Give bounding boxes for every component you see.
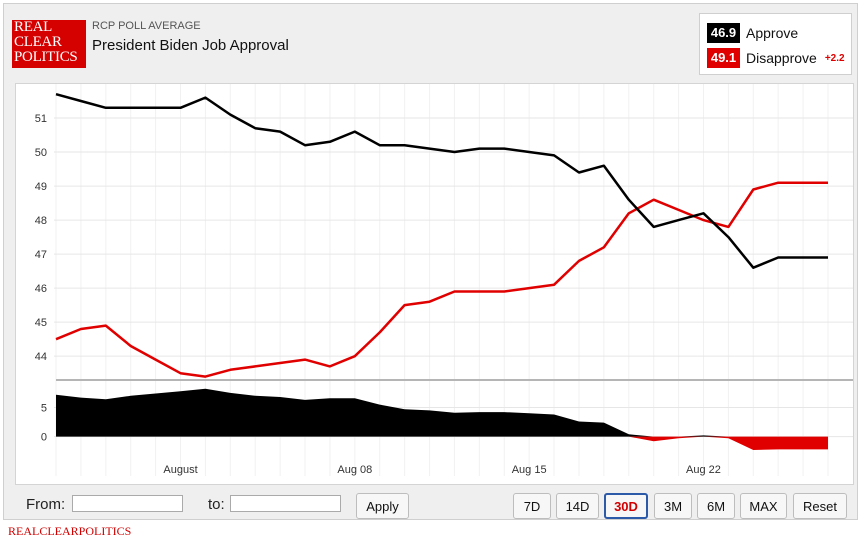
series-line-disapprove (55, 181, 828, 378)
legend-disapprove: 49.1 Disapprove +2.2 (707, 48, 845, 68)
range-controls: From: to: Apply 7D 14D 30D 3M 6M MAX Res… (26, 493, 852, 519)
y-tick-label: 51 (35, 113, 47, 125)
footer-brand: REALCLEARPOLITICS (8, 524, 132, 538)
apply-button[interactable]: Apply (356, 493, 409, 519)
range-14d-button[interactable]: 14D (556, 493, 599, 519)
spread-area-approve (56, 388, 828, 437)
from-date-input[interactable] (72, 495, 183, 512)
range-6m-button[interactable]: 6M (697, 493, 735, 519)
spread-tick-label: 5 (41, 402, 47, 414)
y-tick-label: 49 (35, 181, 47, 193)
to-label: to: (208, 496, 225, 513)
logo-line-3: POLITICS (14, 49, 78, 65)
x-tick-label: Aug 22 (686, 464, 721, 476)
range-3m-button[interactable]: 3M (654, 493, 692, 519)
range-30d-button[interactable]: 30D (604, 493, 648, 519)
series-line-approve (55, 92, 828, 269)
y-tick-label: 48 (35, 215, 47, 227)
spread-area-disapprove (56, 436, 828, 450)
x-tick-label: Aug 08 (337, 464, 372, 476)
x-tick-label: Aug 15 (512, 464, 547, 476)
y-tick-label: 47 (35, 249, 47, 261)
y-tick-label: 44 (35, 351, 47, 363)
y-tick-label: 45 (35, 317, 47, 329)
disapprove-label: Disapprove (746, 50, 817, 66)
chart-widget: REAL CLEAR POLITICS RCP POLL AVERAGE Pre… (3, 3, 858, 520)
x-tick-label: August (163, 464, 197, 476)
approve-label: Approve (746, 25, 799, 41)
approve-value-badge: 46.9 (707, 23, 740, 43)
logo-line-2: CLEAR (14, 34, 62, 50)
chart-title: President Biden Job Approval (92, 37, 289, 54)
to-date-input[interactable] (230, 495, 341, 512)
legend-approve: 46.9 Approve (707, 23, 798, 43)
legend: 46.9 Approve 49.1 Disapprove +2.2 (699, 13, 852, 75)
plot-area[interactable]: 44 45 46 47 48 49 50 51 5 0 August Aug 08 Aug 15 Aug … (15, 83, 854, 485)
disapprove-value-badge: 49.1 (707, 48, 740, 68)
range-max-button[interactable]: MAX (740, 493, 787, 519)
spread-tick-label: 0 (41, 432, 47, 444)
reset-button[interactable]: Reset (793, 493, 847, 519)
disapprove-delta: +2.2 (824, 52, 845, 64)
y-tick-label: 46 (35, 283, 47, 295)
range-7d-button[interactable]: 7D (513, 493, 551, 519)
logo-line-1: REAL (14, 19, 52, 35)
from-label: From: (26, 496, 66, 513)
chart-subtitle: RCP POLL AVERAGE (92, 20, 201, 32)
y-tick-label: 50 (35, 147, 47, 159)
rcp-logo: REAL CLEAR POLITICS (12, 20, 86, 68)
